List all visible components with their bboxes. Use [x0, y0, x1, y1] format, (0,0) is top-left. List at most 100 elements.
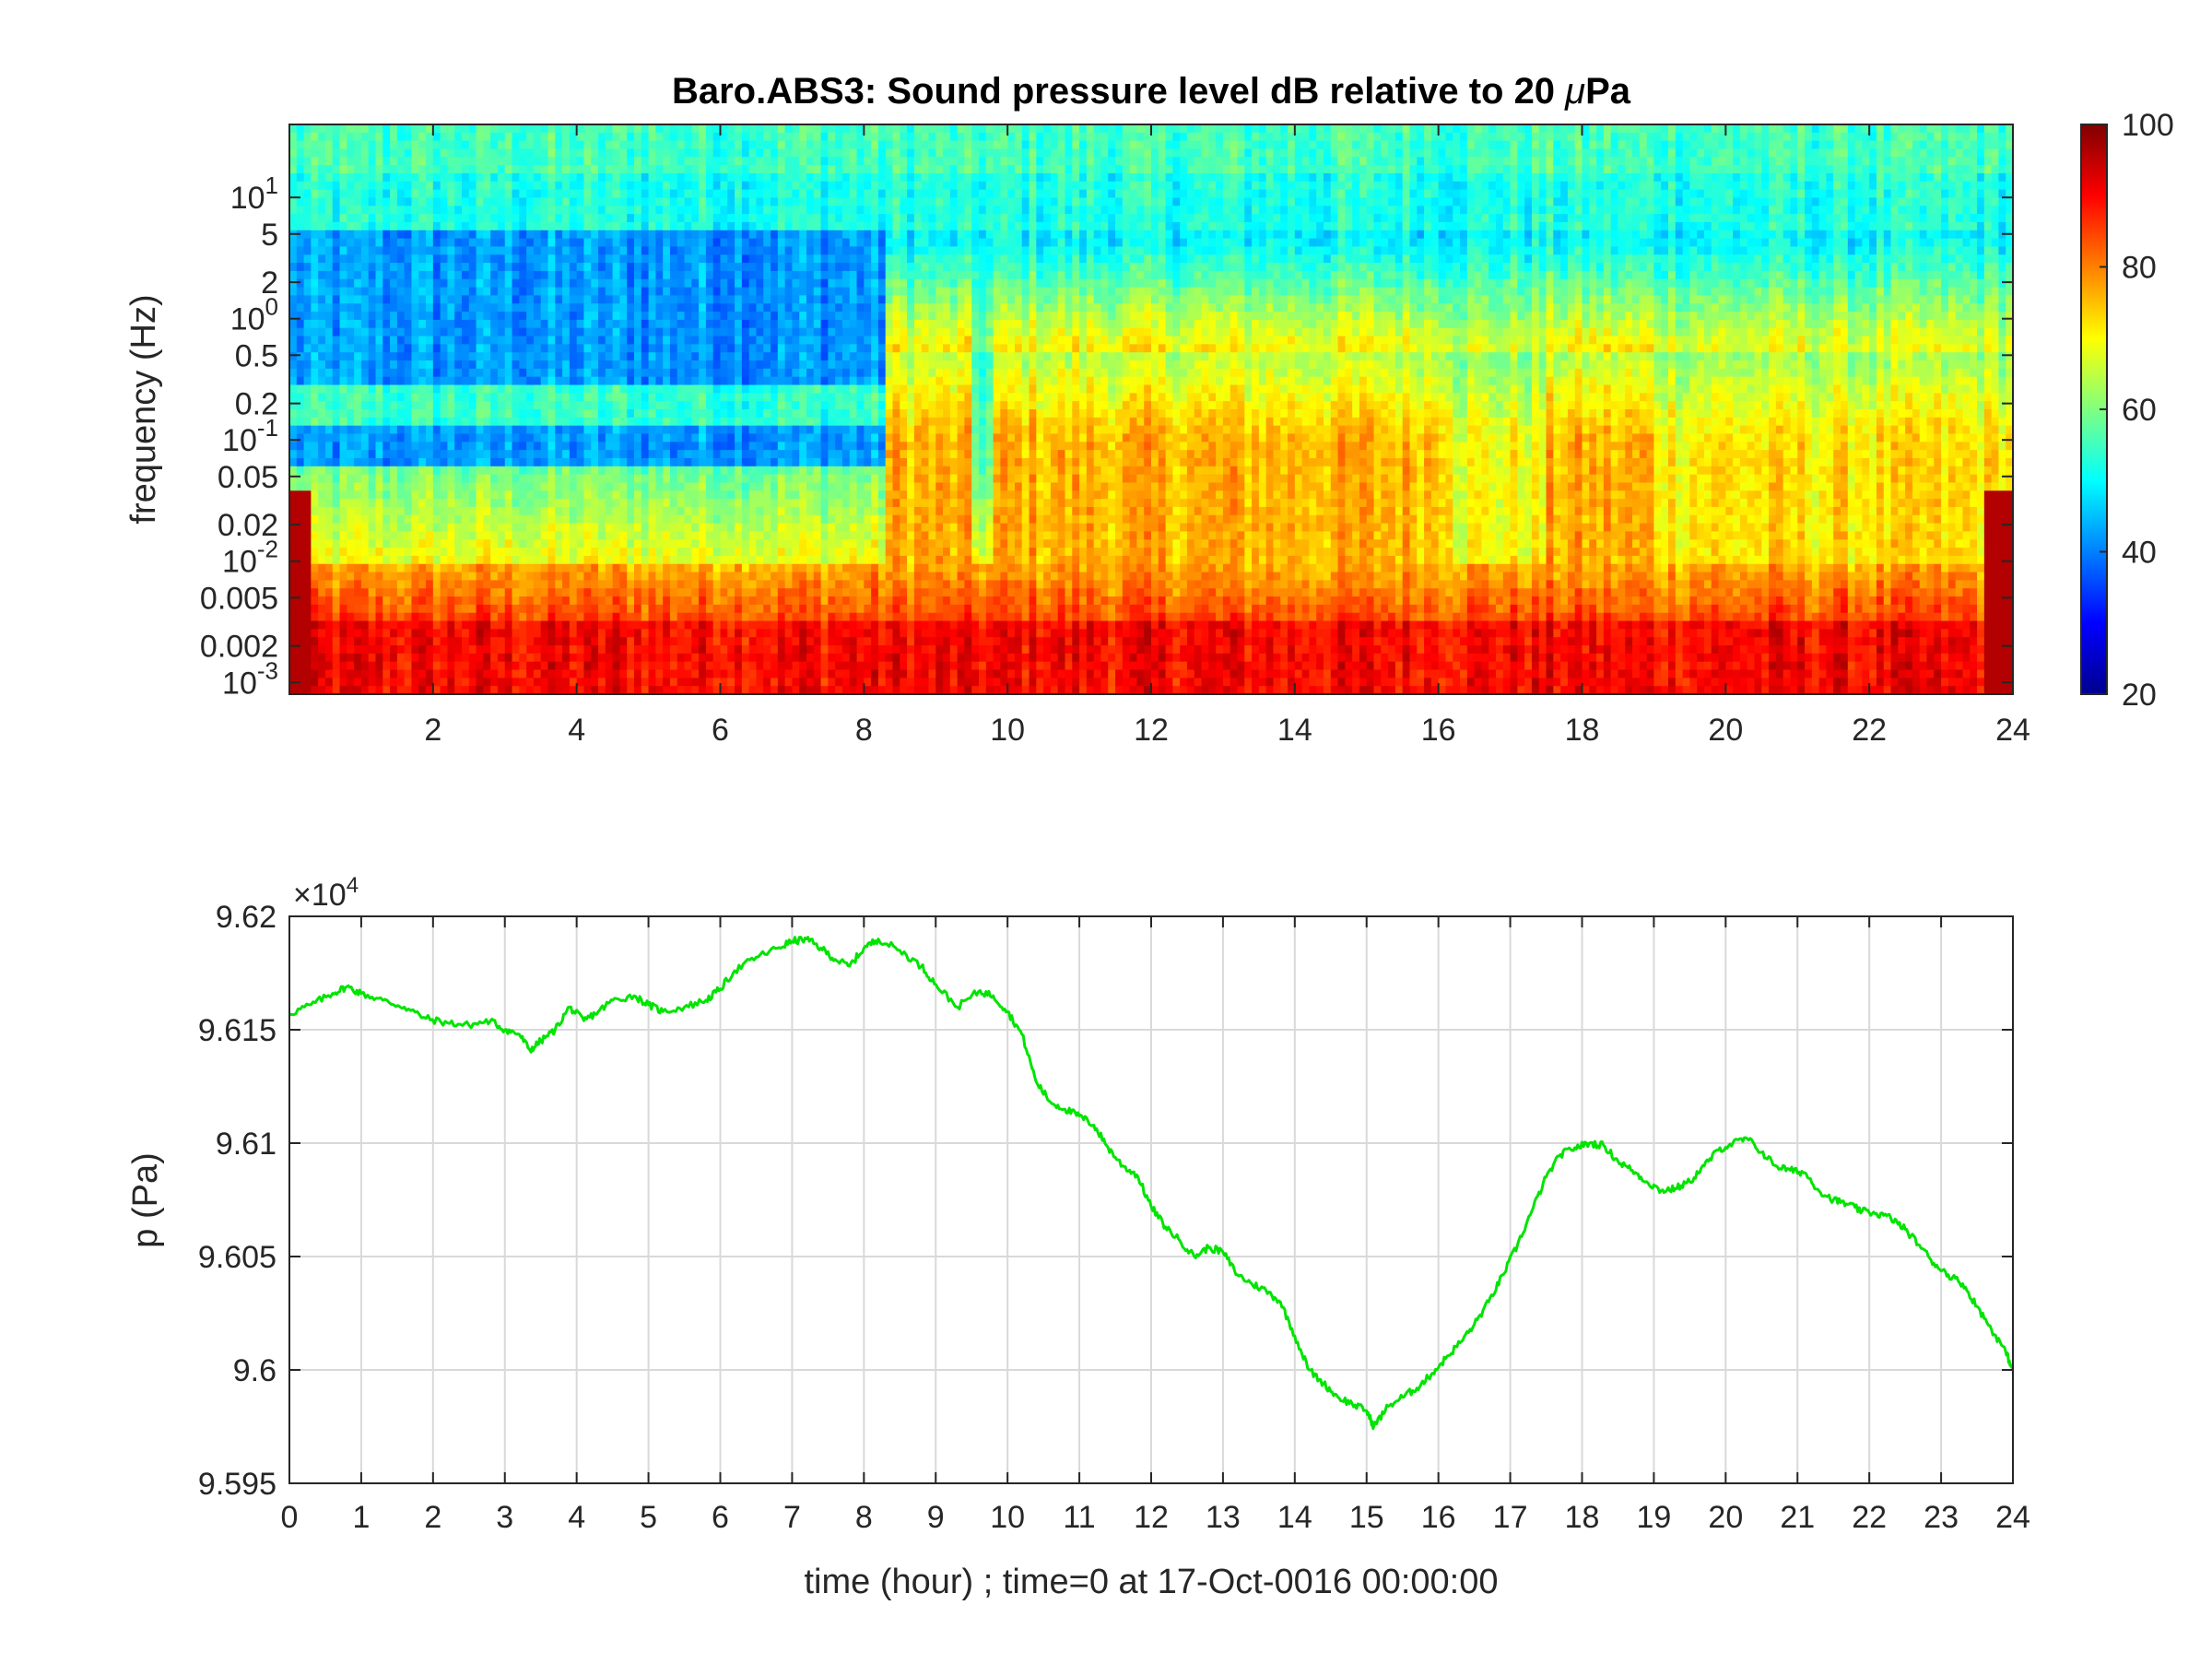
heatmap-cell [432, 278, 441, 289]
heatmap-cell [598, 140, 606, 150]
heatmap-cell [598, 230, 606, 240]
heatmap-cell [347, 124, 355, 134]
heatmap-cell [324, 466, 334, 476]
heatmap-cell [720, 393, 728, 402]
heatmap-cell [763, 482, 771, 491]
heatmap-cell [289, 206, 298, 215]
heatmap-cell [576, 433, 585, 443]
heatmap-cell [748, 604, 758, 614]
heatmap-cell [404, 548, 413, 557]
heatmap-cell [497, 548, 506, 557]
heatmap-cell [663, 352, 671, 361]
heatmap-cell [699, 572, 707, 581]
heatmap-cell [619, 214, 628, 223]
heatmap-cell [440, 336, 449, 345]
heatmap-cell [454, 165, 463, 174]
heatmap-cell [483, 596, 491, 606]
heatmap-cell [375, 548, 383, 557]
heatmap-cell [426, 580, 434, 589]
heatmap-cell [462, 612, 470, 622]
heatmap-cell [490, 148, 499, 158]
heatmap-cell [641, 238, 650, 248]
heatmap-cell [612, 548, 621, 557]
heatmap-cell [555, 148, 563, 158]
heatmap-cell [526, 157, 535, 166]
heatmap-cell [504, 401, 513, 410]
heatmap-cell [699, 588, 707, 597]
heatmap-cell [641, 278, 650, 289]
heatmap-cell [771, 612, 779, 622]
heatmap-cell [777, 433, 786, 443]
heatmap-cell [735, 181, 743, 191]
heatmap-cell [641, 433, 650, 443]
heatmap-cell [512, 303, 520, 313]
heatmap-cell [591, 457, 599, 467]
heatmap-cell [576, 661, 585, 671]
heatmap-cell [641, 523, 650, 533]
heatmap-cell [311, 588, 319, 597]
heatmap-cell [569, 393, 578, 402]
heatmap-cell [720, 539, 728, 549]
heatmap-cell [411, 360, 419, 370]
heatmap-cell [483, 157, 491, 166]
heatmap-cell [504, 629, 513, 638]
heatmap-cell [454, 376, 463, 386]
heatmap-cell [735, 466, 743, 476]
heatmap-cell [655, 555, 664, 565]
heatmap-cell [648, 409, 656, 419]
heatmap-cell [303, 417, 312, 427]
heatmap-cell [354, 368, 362, 378]
heatmap-cell [741, 197, 750, 207]
heatmap-cell [727, 344, 735, 353]
heatmap-cell [771, 482, 779, 491]
heatmap-cell [476, 278, 484, 289]
heatmap-cell [468, 246, 477, 255]
heatmap-cell [296, 295, 305, 304]
heatmap-cell [540, 148, 549, 158]
heatmap-cell [641, 572, 650, 581]
heatmap-cell [677, 172, 686, 183]
heatmap-cell [360, 360, 370, 370]
heatmap-cell [396, 612, 406, 622]
heatmap-cell [368, 238, 377, 248]
heatmap-cell [555, 238, 563, 248]
heatmap-cell [669, 548, 678, 557]
heatmap-cell [483, 181, 491, 191]
heatmap-cell [440, 555, 449, 565]
heatmap-cell [468, 482, 477, 491]
heatmap-cell [526, 295, 535, 304]
heatmap-cell [612, 457, 621, 467]
heatmap-cell [490, 499, 499, 508]
heatmap-cell [763, 278, 771, 289]
heatmap-cell [741, 620, 750, 630]
heatmap-cell [641, 230, 650, 240]
heatmap-cell [382, 189, 391, 199]
heatmap-cell [720, 246, 728, 255]
heatmap-cell [641, 490, 650, 500]
heatmap-cell [318, 450, 326, 459]
heatmap-cell [555, 678, 563, 687]
heatmap-cell [612, 539, 621, 549]
heatmap-cell [476, 669, 484, 679]
heatmap-cell [756, 563, 764, 573]
heatmap-cell [576, 344, 585, 353]
heatmap-cell [591, 344, 599, 353]
heatmap-cell [404, 352, 413, 361]
heatmap-cell [756, 295, 764, 304]
heatmap-cell [368, 140, 377, 150]
heatmap-cell [447, 327, 455, 337]
heatmap-cell [720, 140, 728, 150]
heatmap-cell [641, 132, 650, 142]
heatmap-cell [641, 197, 650, 207]
heatmap-cell [748, 669, 758, 679]
heatmap-cell [555, 661, 563, 671]
heatmap-cell [720, 482, 728, 491]
heatmap-cell [490, 206, 499, 215]
heatmap-cell [677, 401, 686, 410]
heatmap-cell [447, 206, 455, 215]
heatmap-cell [483, 637, 491, 646]
heatmap-cell [303, 637, 312, 646]
heatmap-cell [476, 482, 484, 491]
heatmap-cell [735, 482, 743, 491]
heatmap-cell [339, 206, 347, 215]
